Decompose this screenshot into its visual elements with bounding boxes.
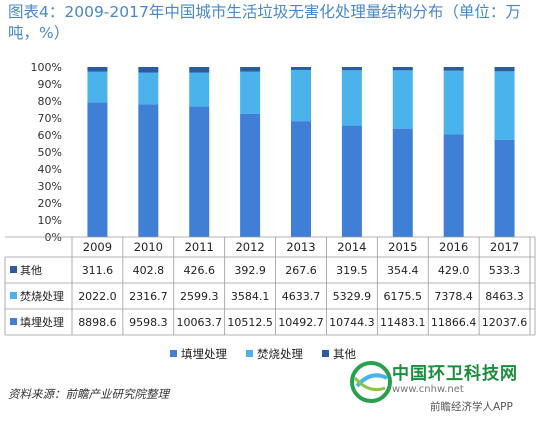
x-tick-label: 2013 xyxy=(286,240,315,254)
site-url: www.cnhw.net xyxy=(392,384,464,395)
app-label: 前瞻经济学人APP xyxy=(430,401,513,413)
data-label: 10512.5 xyxy=(227,316,273,329)
legend-label: 填埋处理 xyxy=(181,347,227,361)
bar-incineration xyxy=(341,70,362,126)
data-label: 267.6 xyxy=(285,264,317,277)
x-tick-label: 2012 xyxy=(235,240,264,254)
bar-incineration xyxy=(291,69,311,122)
y-tick-label: 100% xyxy=(31,61,62,74)
bar-landfill xyxy=(341,125,362,237)
source-note: 资料来源：前瞻产业研究院整理 xyxy=(8,387,169,401)
data-label: 10744.3 xyxy=(329,316,375,329)
bar-other xyxy=(189,67,210,73)
series-label: 焚烧处理 xyxy=(20,290,64,303)
legend-swatch xyxy=(10,266,17,273)
data-label: 2022.0 xyxy=(78,290,117,303)
data-label: 426.6 xyxy=(183,264,215,277)
bar-incineration xyxy=(392,70,413,129)
globe-logo-icon xyxy=(350,361,392,403)
site-name: 中国环卫科技网 xyxy=(392,364,518,384)
bar-landfill xyxy=(443,134,464,237)
data-label: 10063.7 xyxy=(176,316,222,329)
series-label: 填埋处理 xyxy=(20,315,64,329)
y-tick-label: 10% xyxy=(38,214,62,227)
data-label: 392.9 xyxy=(234,264,266,277)
data-label: 4633.7 xyxy=(282,290,321,303)
y-tick-label: 20% xyxy=(38,197,62,210)
x-tick-label: 2010 xyxy=(134,240,163,254)
bar-incineration xyxy=(240,71,261,114)
data-label: 319.5 xyxy=(336,264,368,277)
bar-landfill xyxy=(240,113,261,237)
series-label: 其他 xyxy=(20,264,42,277)
data-label: 354.4 xyxy=(387,264,419,277)
x-tick-label: 2014 xyxy=(337,240,366,254)
chart-title: 图表4：2009-2017年中国城市生活垃圾无害化处理量结构分布（单位：万吨，%… xyxy=(8,3,521,42)
data-label: 402.8 xyxy=(133,264,165,277)
legend-swatch xyxy=(170,350,177,357)
legend-swatch xyxy=(10,318,17,325)
legend-swatch xyxy=(246,350,253,357)
bar-landfill xyxy=(291,121,311,237)
bar-landfill xyxy=(494,139,515,237)
x-tick-label: 2017 xyxy=(490,240,519,254)
x-tick-label: 2015 xyxy=(388,240,417,254)
y-tick-label: 0% xyxy=(45,231,62,244)
bar-other xyxy=(87,67,108,72)
data-label: 2316.7 xyxy=(129,290,168,303)
bar-landfill xyxy=(87,102,108,237)
bar-incineration xyxy=(138,72,159,105)
x-tick-label: 2011 xyxy=(185,240,214,254)
y-tick-label: 60% xyxy=(38,129,62,142)
legend-label: 焚烧处理 xyxy=(257,347,303,361)
bar-landfill xyxy=(138,104,159,237)
bar-landfill xyxy=(189,106,210,237)
bar-other xyxy=(138,67,159,73)
bar-incineration xyxy=(443,70,464,135)
bar-other xyxy=(291,67,311,70)
y-tick-label: 30% xyxy=(38,180,62,193)
data-label: 429.0 xyxy=(438,264,470,277)
y-tick-label: 80% xyxy=(38,95,62,108)
bar-other xyxy=(341,67,362,71)
data-label: 311.6 xyxy=(82,264,114,277)
y-tick-label: 70% xyxy=(38,112,62,125)
bar-other xyxy=(494,67,515,72)
data-label: 3584.1 xyxy=(231,290,270,303)
x-tick-label: 2016 xyxy=(439,240,468,254)
data-label: 11866.4 xyxy=(431,316,477,329)
bar-incineration xyxy=(494,71,515,140)
data-label: 11483.1 xyxy=(380,316,426,329)
data-label: 10492.7 xyxy=(278,316,324,329)
data-label: 5329.9 xyxy=(333,290,372,303)
legend-swatch xyxy=(10,292,17,299)
bar-other xyxy=(443,67,464,71)
y-tick-label: 50% xyxy=(38,146,62,159)
bar-incineration xyxy=(87,71,108,103)
data-label: 8898.6 xyxy=(78,316,117,329)
data-label: 2599.3 xyxy=(180,290,219,303)
data-label: 6175.5 xyxy=(384,290,423,303)
legend-swatch xyxy=(322,350,329,357)
bar-other xyxy=(240,67,261,72)
x-tick-label: 2009 xyxy=(83,240,112,254)
data-label: 12037.6 xyxy=(482,316,528,329)
bar-landfill xyxy=(392,128,413,237)
data-label: 9598.3 xyxy=(129,316,168,329)
data-label: 533.3 xyxy=(489,264,521,277)
data-label: 7378.4 xyxy=(434,290,473,303)
data-label: 8463.3 xyxy=(485,290,524,303)
bar-incineration xyxy=(189,72,210,107)
y-tick-label: 40% xyxy=(38,163,62,176)
y-tick-label: 90% xyxy=(38,78,62,91)
bar-other xyxy=(392,67,413,71)
legend-label: 其他 xyxy=(333,347,356,361)
